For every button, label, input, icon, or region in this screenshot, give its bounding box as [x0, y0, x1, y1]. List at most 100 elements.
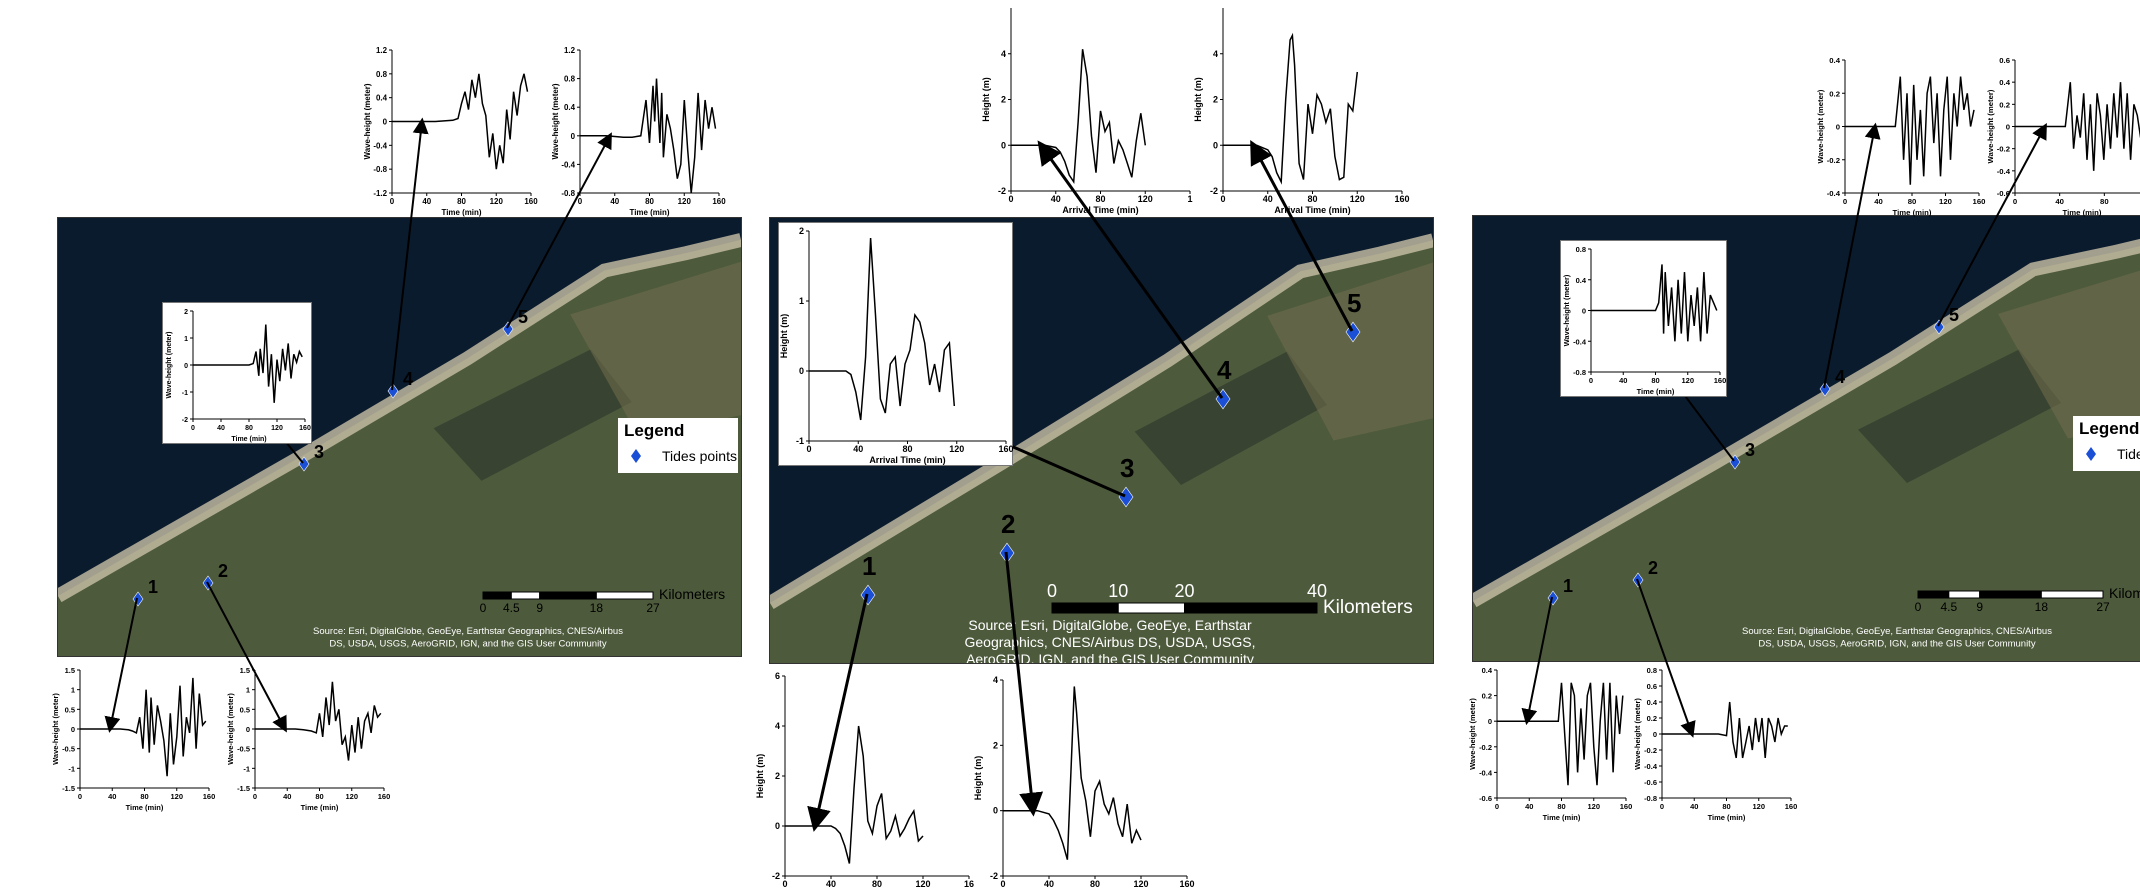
wave-chart: 0 40 80 120 160 1.5 1 0.5 0 -0.5 -1 -1.5 Time (min) W…: [51, 666, 215, 812]
chart-point-3: 0 40 80 120 160 2 1 0 -1 Arrival Time (min) Height…: [778, 222, 1014, 466]
wave-series-line: [1591, 264, 1718, 342]
x-tick-label: 40: [610, 197, 619, 206]
y-tick-label: 0.4: [1829, 56, 1840, 65]
tide-point-label-4: 4: [1217, 355, 1232, 385]
y-tick-label: 0: [993, 806, 998, 816]
x-axis-label: Arrival Time (min): [869, 455, 945, 465]
tide-point-label-5: 5: [1347, 288, 1361, 318]
land-area: [58, 239, 741, 656]
chart-point-4: 0 40 80 120 160 1.2 0.8 0.4 0 -0.4 -0.8 -1.2 Time (m…: [362, 42, 538, 217]
y-tick-label: 2: [184, 309, 188, 316]
x-tick-label: 120: [1138, 194, 1153, 204]
scale-segment: [2040, 590, 2104, 599]
x-tick-label: 160: [378, 792, 391, 801]
scale-tick-label: 9: [536, 601, 543, 615]
y-axis-label: Height (m): [973, 756, 983, 801]
y-tick-label: 1.2: [376, 46, 388, 55]
x-axis-label: Time (min): [442, 208, 482, 217]
y-axis-label: Wave-height (meter): [51, 693, 60, 765]
y-tick-label: -0.4: [1573, 337, 1587, 346]
wave-series-line: [1497, 682, 1624, 786]
wave-chart: 0 40 80 120 160 0.8 0.4 0 -0.4 -0.8 Time (min) Wave…: [1562, 245, 1727, 396]
wave-series-line: [255, 681, 382, 761]
y-tick-label: 2: [799, 226, 804, 236]
legend: Legend Tides points: [618, 418, 738, 473]
scale-segment: [1184, 602, 1318, 614]
x-axis-label: Time (min): [1708, 813, 1746, 822]
satellite-map[interactable]: 1 2 3 4 5 Legend Tides points 0 4.5 9 18 27 Kilomete…: [57, 217, 742, 657]
x-tick-label: 160: [712, 197, 726, 206]
x-tick-label: 0: [78, 792, 82, 801]
x-tick-label: 120: [949, 444, 964, 454]
lake-area: [1134, 351, 1327, 485]
x-axis-label: Time (min): [1637, 387, 1675, 396]
x-tick-label: 120: [170, 792, 183, 801]
y-tick-label: -0.2: [1644, 746, 1657, 755]
y-tick-label: -0.2: [1997, 145, 2010, 154]
x-tick-label: 80: [1095, 194, 1105, 204]
x-tick-label: 160: [524, 197, 538, 206]
wave-chart: 0 40 80 120 160 1.2 0.8 0.4 0 -0.4 -0.8 -1.2 Time (m…: [363, 46, 538, 217]
x-tick-label: 0: [191, 425, 195, 432]
y-tick-label: 0: [1582, 307, 1586, 316]
x-tick-label: 80: [1307, 194, 1317, 204]
wave-chart: 0 40 80 120 160 1.2 0.8 0.4 0 -0.4 -0.8 Time (min) W…: [551, 46, 726, 217]
x-axis-label: Arrival Time (min): [1274, 205, 1350, 215]
x-tick-label: 40: [108, 792, 116, 801]
x-tick-label: 0: [390, 197, 395, 206]
x-tick-label: 40: [1525, 802, 1533, 811]
wave-series-line: [193, 324, 303, 403]
wave-chart: 0 40 80 120 160 0.8 0.6 0.4 0.2 0 -0.2 -0.4 -0.6 -0.8…: [1633, 666, 1797, 822]
wave-series-line: [809, 237, 956, 421]
x-tick-label: 120: [1350, 194, 1365, 204]
y-tick-label: 0.4: [376, 94, 388, 103]
wave-series-line: [1223, 32, 1359, 185]
x-tick-label: 40: [1051, 194, 1061, 204]
y-tick-label: 0: [71, 725, 75, 734]
x-axis-label: Time (min): [126, 803, 164, 812]
scale-tick-label: 18: [590, 601, 604, 615]
x-tick-label: 80: [1557, 802, 1565, 811]
chart-point-1: 0 40 80 120 160 0.4 0.2 0 -0.2 -0.4 -0.6 Time (min)…: [1467, 662, 1632, 822]
x-tick-label: 120: [1752, 802, 1765, 811]
y-tick-label: -0.8: [1573, 368, 1586, 377]
chart-point-5: 0 40 80 120 160 4 2 0 -2 Arrival Time (min) Height…: [1193, 0, 1410, 215]
x-tick-label: 0: [253, 792, 257, 801]
tide-point-label-3: 3: [1745, 440, 1755, 460]
scale-tick-label: 20: [1174, 581, 1194, 601]
y-tick-label: 0.2: [1482, 692, 1492, 701]
tide-point-label-1: 1: [1563, 576, 1573, 596]
legend-item-label: Tides po: [2117, 446, 2140, 462]
chart-point-4: 0 40 80 120 1 4 2 0 -2 Arrival Time (min) Height (…: [981, 0, 1196, 215]
y-tick-label: 0.2: [1829, 89, 1840, 98]
legend-title: Legend: [2079, 419, 2139, 438]
x-tick-label: 40: [2055, 197, 2064, 206]
urban-area: [570, 261, 741, 437]
x-tick-label: 0: [1495, 802, 1499, 811]
wave-series-line: [580, 78, 717, 194]
y-tick-label: -2: [990, 871, 998, 881]
x-tick-label: 160: [1714, 376, 1727, 385]
wave-chart: 0 40 80 120 160 1.5 1 0.5 0 -0.5 -1 -1.5 Time (min) W…: [226, 666, 391, 812]
y-tick-label: 0.2: [1999, 100, 2010, 109]
y-tick-label: -0.8: [1644, 794, 1657, 803]
y-tick-label: -2: [182, 417, 188, 424]
scale-tick-label: 4.5: [503, 601, 520, 615]
chart-point-5: 0 40 80 120 160 1.2 0.8 0.4 0 -0.4 -0.8 Time (min) W…: [550, 42, 726, 217]
y-axis-label: Height (m): [981, 77, 991, 122]
y-tick-label: 0.8: [564, 75, 576, 84]
y-tick-label: 0: [184, 363, 188, 370]
y-tick-label: 0.6: [1999, 56, 2010, 65]
tide-point-label-2: 2: [1001, 509, 1015, 539]
x-tick-label: 16: [964, 879, 974, 889]
source-attribution: AeroGRID, IGN, and the GIS User Communit…: [966, 651, 1254, 663]
tide-point-label-2: 2: [218, 561, 228, 581]
y-tick-label: -1.5: [237, 784, 250, 793]
y-tick-label: 0: [799, 366, 804, 376]
x-tick-label: 0: [2013, 197, 2017, 206]
y-tick-label: 1: [71, 686, 75, 695]
